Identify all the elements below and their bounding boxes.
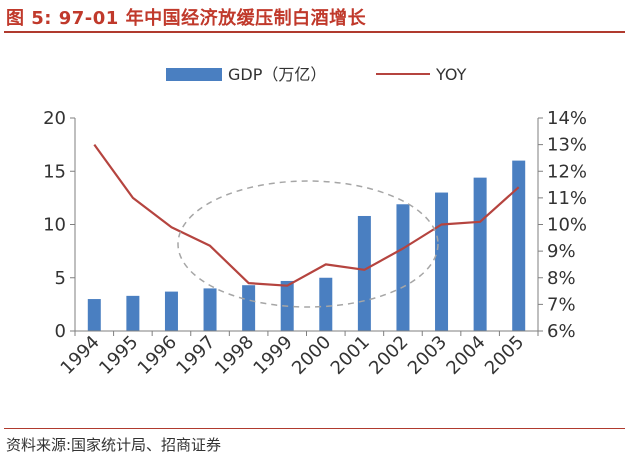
gdp-bar bbox=[319, 277, 333, 331]
x-tick-label: 2005 bbox=[481, 332, 528, 379]
gdp-bar bbox=[357, 215, 371, 331]
figure-title: 图 5: 97-01 年中国经济放缓压制白酒增长 bbox=[6, 8, 367, 29]
x-tick-label: 1997 bbox=[172, 332, 219, 379]
y-right-tick-label: 13% bbox=[547, 135, 587, 156]
title-rule bbox=[4, 31, 625, 33]
yoy-line bbox=[93, 143, 520, 287]
legend-gdp-swatch bbox=[166, 68, 222, 81]
gdp-bar bbox=[512, 160, 526, 331]
yoy-series-line bbox=[93, 143, 520, 287]
y-right-tick-label: 14% bbox=[547, 108, 587, 129]
y-right-tick-label: 6% bbox=[547, 321, 576, 342]
source-note: 资料来源:国家统计局、招商证券 bbox=[6, 436, 222, 454]
y-right-tick-label: 8% bbox=[547, 268, 576, 289]
highlight-ellipse bbox=[177, 180, 439, 308]
gdp-bars bbox=[87, 160, 526, 331]
gdp-bar bbox=[203, 288, 217, 331]
x-tick-label: 2002 bbox=[365, 332, 412, 379]
gdp-bar bbox=[435, 192, 449, 331]
x-tick-label: 1998 bbox=[211, 332, 258, 379]
gdp-bar bbox=[242, 285, 256, 331]
legend-gdp-label: GDP（万亿） bbox=[228, 65, 326, 84]
x-tick-label: 2004 bbox=[442, 332, 489, 379]
gdp-bar bbox=[87, 299, 101, 331]
y-left-tick-label: 20 bbox=[43, 108, 66, 129]
x-tick-label: 1996 bbox=[134, 332, 181, 379]
y-left-tick-label: 15 bbox=[43, 161, 66, 182]
y-right-tick-label: 11% bbox=[547, 188, 587, 209]
x-tick-label: 1995 bbox=[95, 332, 142, 379]
gdp-bar bbox=[473, 177, 487, 331]
y-right-tick-label: 12% bbox=[547, 161, 587, 182]
gdp-bar bbox=[126, 295, 140, 331]
x-axis: 1994199519961997199819992000200120022003… bbox=[57, 330, 539, 379]
y-right-tick-label: 9% bbox=[547, 241, 576, 262]
y-right-tick-label: 7% bbox=[547, 294, 576, 315]
y-right-tick-label: 10% bbox=[547, 215, 587, 236]
x-tick-label: 1999 bbox=[250, 332, 297, 379]
source-rule bbox=[4, 428, 625, 429]
x-tick-label: 2001 bbox=[327, 332, 374, 379]
gdp-bar bbox=[164, 291, 178, 331]
gdp-bar bbox=[396, 204, 410, 331]
y-axis-right: 6% 7% 8% 9% 10% 11% 12% 13% 14% bbox=[537, 108, 587, 342]
y-left-tick-label: 5 bbox=[55, 268, 66, 289]
x-tick-label: 2000 bbox=[288, 332, 335, 379]
y-left-tick-label: 0 bbox=[55, 321, 66, 342]
y-left-tick-label: 10 bbox=[43, 215, 66, 236]
legend: GDP（万亿） YOY bbox=[166, 65, 467, 84]
y-axis-left: 0 5 10 15 20 bbox=[43, 108, 76, 342]
legend-yoy-label: YOY bbox=[435, 65, 467, 84]
x-tick-label: 2003 bbox=[404, 332, 451, 379]
